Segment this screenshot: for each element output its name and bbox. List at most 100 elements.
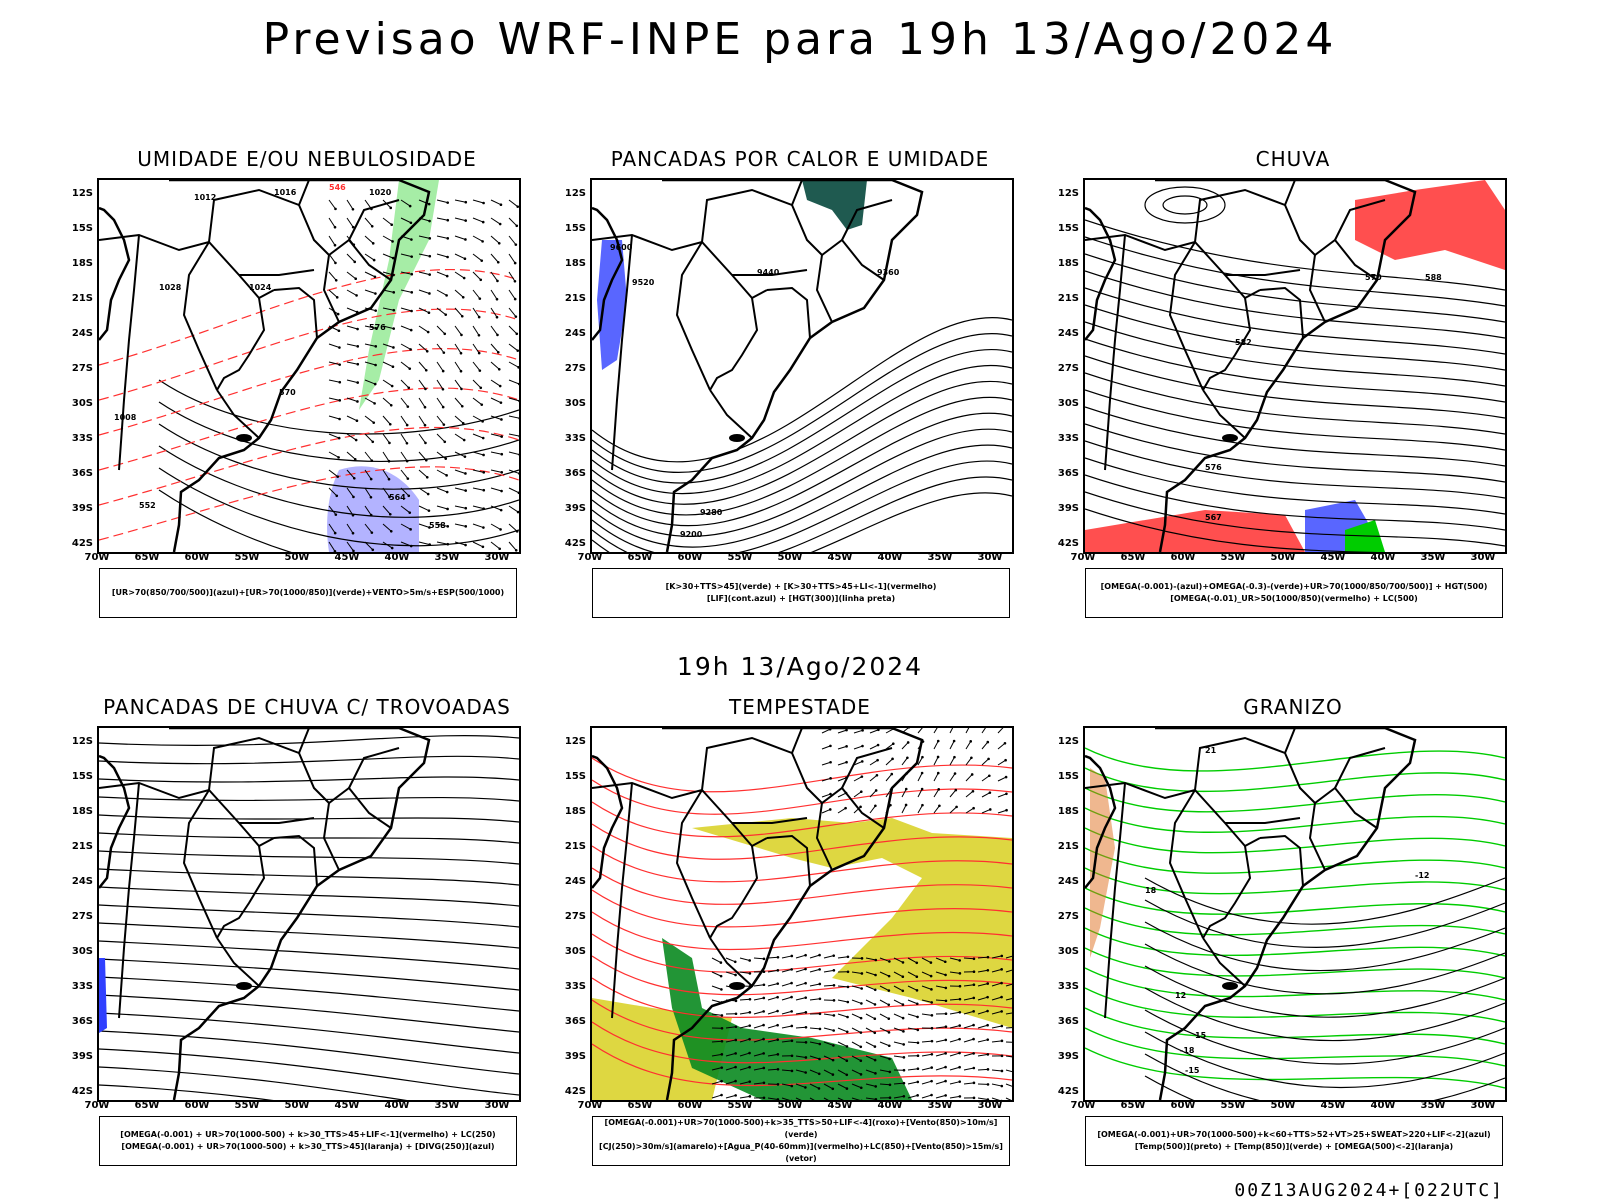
lat-tick: 27S — [1053, 911, 1079, 922]
wind-vector — [918, 804, 924, 813]
border-line — [184, 790, 217, 938]
wind-vector — [998, 759, 1007, 765]
border-line — [239, 270, 314, 275]
wind-vector — [992, 1070, 1003, 1073]
wind-vector — [401, 470, 409, 480]
wind-vector — [365, 272, 376, 278]
wind-vector — [383, 434, 391, 444]
lat-tick: 39S — [1053, 1051, 1079, 1062]
wind-vector — [437, 326, 446, 335]
wind-vector — [509, 254, 516, 264]
lon-tick: 60W — [1167, 1100, 1199, 1111]
wind-vector — [329, 344, 341, 349]
contour-label: -18 — [1180, 1046, 1195, 1055]
lat-tick: 33S — [560, 433, 586, 444]
wind-vector — [950, 1038, 961, 1042]
lat-tick: 18S — [1053, 258, 1079, 269]
wind-vector — [1006, 1070, 1012, 1074]
wind-vector — [950, 1024, 961, 1028]
wind-vector — [950, 1095, 961, 1098]
wind-vector — [796, 996, 807, 1000]
wind-vector — [966, 807, 975, 813]
lon-tick: 60W — [1167, 552, 1199, 563]
contour-line — [1085, 828, 1505, 853]
wind-vector — [712, 1094, 723, 1098]
wind-vector — [437, 416, 445, 426]
contour-line — [99, 869, 519, 885]
wind-vector — [880, 1014, 890, 1020]
wind-vector — [922, 1080, 933, 1084]
legend-line: [OMEGA(-0.001) + UR>70(1000-500) + k>30_… — [100, 1141, 516, 1153]
lat-tick: 30S — [1053, 398, 1079, 409]
wind-vector — [419, 362, 428, 372]
lon-tick: 55W — [724, 1100, 756, 1111]
wind-vector — [473, 506, 485, 510]
wind-vector — [473, 200, 485, 204]
wind-vector — [908, 1081, 919, 1084]
wind-vector — [950, 1011, 961, 1014]
wind-vector — [329, 254, 337, 264]
wind-vector — [922, 1053, 933, 1056]
wind-vector — [982, 791, 991, 797]
lat-tick: 24S — [67, 876, 93, 887]
panel-title-pancadas-trovoadas: PANCADAS DE CHUVA C/ TROVOADAS — [57, 695, 557, 719]
contour-line — [1085, 908, 1505, 935]
wind-vector — [437, 452, 447, 460]
contour-line — [99, 977, 519, 1011]
wind-vector — [966, 773, 973, 781]
lat-tick: 39S — [560, 1051, 586, 1062]
contour-label: 9600 — [610, 243, 633, 252]
lon-tick: 35W — [924, 1100, 956, 1111]
map-frame-pancadas-trovoadas — [97, 726, 521, 1102]
border-line — [817, 255, 832, 322]
wind-vector — [966, 790, 974, 797]
wind-vector — [978, 1024, 989, 1028]
wind-vector — [870, 744, 879, 749]
wind-vector — [509, 236, 517, 246]
run-footer: 00Z13AUG2024+[022UTC] — [1234, 1180, 1504, 1201]
contour-label: 558 — [429, 521, 446, 530]
lon-tick: 50W — [1267, 1100, 1299, 1111]
contour-label: 1016 — [274, 188, 297, 197]
contour-line — [159, 380, 519, 434]
wind-vector — [838, 955, 849, 958]
contour-line — [99, 1049, 519, 1095]
wind-vector — [347, 380, 359, 384]
wind-vector — [740, 998, 751, 1001]
border-line — [1225, 818, 1300, 823]
border-line — [1310, 255, 1325, 322]
wind-vector — [419, 344, 429, 353]
contour-line — [1085, 390, 1505, 450]
wind-vector — [922, 1040, 933, 1043]
contour-line — [1085, 254, 1505, 322]
lon-tick: 45W — [331, 1100, 363, 1111]
wind-vector — [796, 982, 807, 986]
wind-vector — [978, 1068, 989, 1071]
wind-vector — [992, 1025, 1003, 1028]
lon-tick: 65W — [1117, 1100, 1149, 1111]
wind-vector — [950, 806, 958, 813]
wind-vector — [509, 200, 519, 208]
wind-vector — [966, 756, 973, 765]
wind-vector — [852, 986, 863, 990]
contour-label: 546 — [329, 183, 346, 192]
border-line — [1203, 390, 1245, 438]
wind-vector — [401, 362, 411, 370]
wind-vector — [473, 362, 481, 372]
wind-vector — [886, 773, 893, 781]
lat-tick: 18S — [67, 258, 93, 269]
wind-vector — [822, 777, 832, 781]
border-line — [299, 205, 391, 280]
contour-label: 1028 — [159, 283, 182, 292]
border-line — [217, 298, 264, 390]
contour-label: 12 — [1175, 991, 1186, 1000]
contour-line — [592, 365, 1012, 493]
contour-line — [99, 388, 519, 470]
wind-vector — [936, 1080, 947, 1084]
wind-vector — [509, 308, 517, 318]
legend-line: [Temp(500)](preto) + [Temp(850)](verde) … — [1086, 1141, 1502, 1153]
wind-vector — [491, 470, 503, 474]
